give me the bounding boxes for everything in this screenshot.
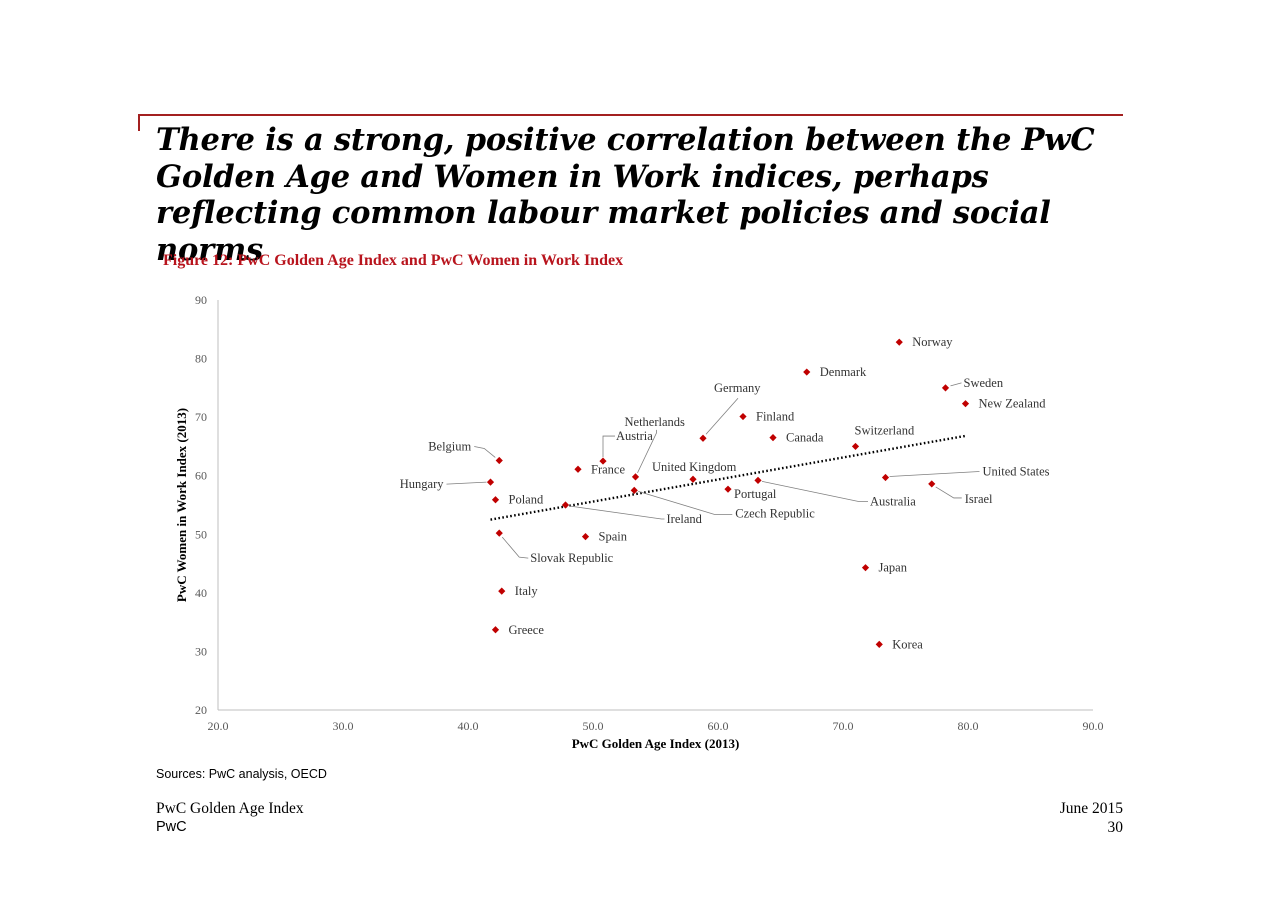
- chart-axes: 20.0 30.0 40.0 50.0 60.0 70.0 80.0 90.0 20 30 40 50…: [174, 293, 1104, 751]
- slide-headline: There is a strong, positive correlation …: [156, 122, 1095, 268]
- point-hungary: [486, 478, 495, 486]
- point-poland: [491, 496, 500, 504]
- leader-line-austria: [602, 435, 615, 458]
- x-tick-label: 60.0: [708, 719, 729, 733]
- figure-title: Figure 12: PwC Golden Age Index and PwC …: [163, 252, 624, 269]
- x-tick-label: 90.0: [1083, 719, 1104, 733]
- y-tick-label: 40: [195, 586, 207, 600]
- point-norway: [895, 338, 903, 346]
- scatter-chart: 20.0 30.0 40.0 50.0 60.0 70.0 80.0 90.0 20 30 40 50…: [174, 293, 1104, 751]
- y-tick-label: 60: [195, 469, 207, 483]
- point-label-denmark: Denmark: [820, 365, 867, 379]
- point-netherlands: [631, 473, 640, 481]
- footer-date: June 2015: [1059, 800, 1123, 817]
- point-belgium: [495, 456, 503, 465]
- page-number: 30: [1107, 819, 1124, 836]
- point-label-korea: Korea: [892, 637, 923, 651]
- point-japan: [861, 564, 870, 572]
- point-australia: [754, 476, 762, 484]
- sources-note: Sources: PwC analysis, OECD: [156, 767, 327, 781]
- leader-line-netherlands: [637, 429, 657, 474]
- leader-line-hungary: [446, 481, 487, 485]
- footer-brand: PwC: [156, 819, 187, 835]
- x-tick-label: 40.0: [458, 719, 479, 733]
- point-label-greece: Greece: [509, 623, 545, 637]
- point-spain: [581, 533, 590, 541]
- point-sweden: [941, 384, 950, 392]
- y-tick-label: 90: [195, 293, 207, 307]
- point-ireland: [561, 501, 570, 509]
- point-france: [574, 465, 582, 473]
- y-tick-label: 30: [195, 644, 207, 658]
- header-rule-tick: [138, 114, 140, 131]
- leader-line-israel: [935, 486, 962, 499]
- point-label-new-zealand: New Zealand: [979, 397, 1047, 411]
- point-label-ireland: Ireland: [667, 512, 703, 526]
- point-label-norway: Norway: [912, 335, 953, 349]
- point-label-israel: Israel: [965, 492, 993, 506]
- x-tick-label: 30.0: [333, 719, 354, 733]
- leader-line-belgium: [474, 446, 496, 458]
- point-label-france: France: [591, 462, 625, 476]
- leader-line-germany: [705, 397, 739, 435]
- x-tick-label: 20.0: [208, 719, 229, 733]
- point-labels: Norway Denmark Sweden New Zealand Germany Fin…: [400, 335, 1050, 651]
- x-tick-label: 80.0: [958, 719, 979, 733]
- leader-line-united-states: [889, 471, 980, 477]
- point-label-czech-republic: Czech Republic: [735, 506, 815, 520]
- point-label-germany: Germany: [714, 381, 761, 395]
- point-germany: [699, 434, 707, 442]
- point-label-japan: Japan: [879, 561, 908, 575]
- point-slovak-republic: [495, 529, 503, 537]
- leader-line-ireland: [569, 505, 665, 520]
- leader-line-slovak-republic: [501, 536, 529, 559]
- point-korea: [875, 640, 883, 648]
- point-label-netherlands: Netherlands: [625, 415, 686, 429]
- point-italy: [498, 587, 506, 595]
- point-finland: [739, 412, 747, 421]
- header-rule: [138, 114, 1123, 116]
- point-canada: [769, 434, 777, 442]
- footer-left: PwC Golden Age Index PwC: [156, 799, 304, 837]
- point-switzerland: [851, 442, 860, 451]
- point-label-sweden: Sweden: [964, 376, 1004, 390]
- point-label-spain: Spain: [599, 530, 628, 544]
- point-label-australia: Australia: [870, 494, 916, 508]
- x-tick-label: 70.0: [833, 719, 854, 733]
- y-axis-title: PwC Women in Work Index (2013): [174, 408, 189, 602]
- point-label-belgium: Belgium: [428, 439, 471, 453]
- x-tick-label: 50.0: [583, 719, 604, 733]
- point-label-portugal: Portugal: [734, 487, 777, 501]
- point-label-austria: Austria: [616, 429, 653, 443]
- leader-line-sweden: [950, 382, 962, 387]
- y-tick-label: 70: [195, 410, 207, 424]
- leader-line-australia: [761, 481, 868, 502]
- point-label-slovak-republic: Slovak Republic: [530, 551, 613, 565]
- y-tick-label: 50: [195, 527, 207, 541]
- point-united-kingdom: [689, 475, 697, 483]
- footer-report-name: PwC Golden Age Index: [156, 800, 304, 817]
- x-axis-title: PwC Golden Age Index (2013): [572, 736, 740, 751]
- point-greece: [491, 626, 500, 634]
- point-label-united-states: United States: [983, 464, 1050, 478]
- y-tick-label: 20: [195, 703, 207, 717]
- leader-line-czech-republic: [638, 490, 733, 515]
- leader-lines: [446, 382, 980, 559]
- point-label-canada: Canada: [786, 431, 824, 445]
- point-label-italy: Italy: [515, 584, 539, 598]
- point-label-finland: Finland: [756, 410, 795, 424]
- point-denmark: [803, 368, 811, 376]
- point-israel: [928, 480, 936, 488]
- point-new-zealand: [961, 400, 970, 408]
- point-label-hungary: Hungary: [400, 477, 444, 491]
- point-label-switzerland: Switzerland: [855, 423, 915, 437]
- point-label-united-kingdom: United Kingdom: [652, 460, 737, 474]
- point-label-poland: Poland: [509, 493, 544, 507]
- point-portugal: [724, 485, 732, 493]
- point-united-states: [881, 473, 890, 482]
- footer-right: June 2015 30: [1060, 799, 1123, 837]
- y-tick-label: 80: [195, 352, 207, 366]
